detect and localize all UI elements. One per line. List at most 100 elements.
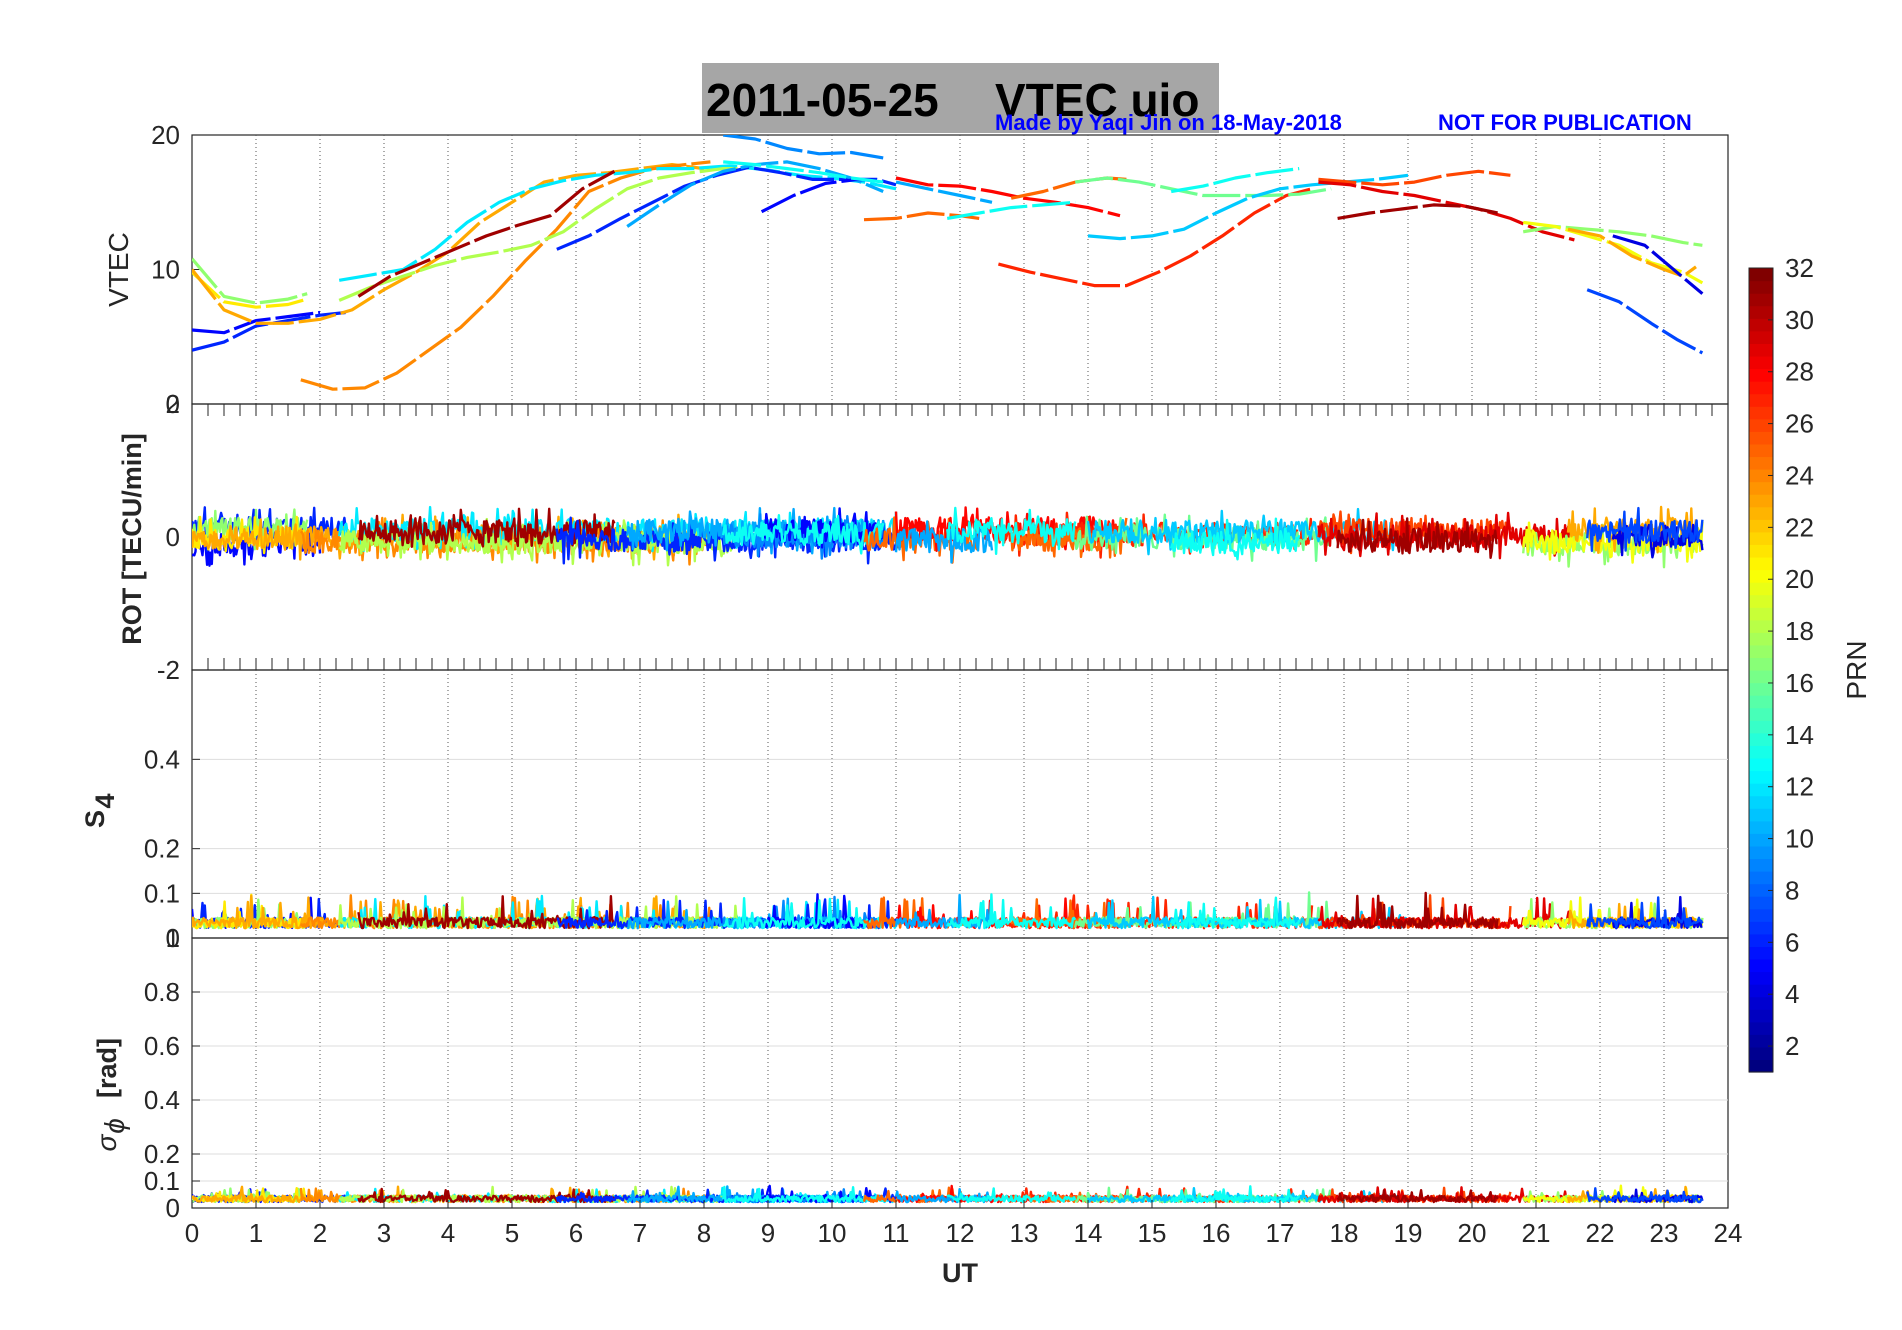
colorbar-step [1749, 619, 1773, 633]
colorbar-label: PRN [1841, 640, 1872, 699]
colorbar-step [1749, 1009, 1773, 1023]
y-tick-label: 0.8 [144, 977, 180, 1007]
colorbar-step [1749, 343, 1773, 357]
colorbar-step [1749, 469, 1773, 483]
y-axis-label-unit: [rad] [92, 1038, 122, 1098]
x-tick-label: 24 [1714, 1218, 1743, 1248]
vtec-series-prn-7 [1586, 288, 1704, 355]
x-tick-label: 0 [185, 1218, 199, 1248]
y-axis-label: S [80, 810, 110, 828]
vtec-series-prn-13 [1170, 167, 1300, 194]
vtec-series-prn-6 [192, 310, 346, 352]
y-tick-label: -2 [157, 655, 180, 685]
colorbar-step [1749, 556, 1773, 571]
s4-series-prn-13 [1170, 896, 1301, 930]
colorbar-step [1749, 984, 1773, 998]
vtec-series-prn-13 [946, 200, 1076, 220]
s4-series-prn-13 [722, 897, 885, 930]
colorbar-step [1749, 506, 1773, 520]
x-tick-label: 5 [505, 1218, 519, 1248]
colorbar-step [1749, 1059, 1773, 1073]
vtec-series-prn-31 [1337, 203, 1498, 220]
colorbar-step [1749, 268, 1773, 282]
vtec-series-prn-23 [1567, 227, 1697, 278]
vtec-series-prn-20 [1522, 220, 1704, 285]
colorbar-step [1749, 757, 1773, 772]
x-tick-label: 6 [569, 1218, 583, 1248]
colorbar-step [1749, 594, 1773, 608]
colorbar-step [1749, 381, 1773, 395]
colorbar-tick-label: 16 [1785, 668, 1814, 698]
colorbar-step [1749, 1034, 1773, 1048]
vtec-series-prn-11 [1087, 173, 1409, 241]
colorbar-step [1749, 431, 1773, 445]
title-main: VTEC uio [995, 74, 1199, 126]
colorbar-tick-label: 30 [1785, 305, 1814, 335]
colorbar-tick-label: 22 [1785, 512, 1814, 542]
y-tick-label: 0.2 [144, 834, 180, 864]
rot-series-prn-7 [1586, 506, 1704, 552]
y-tick-label: 0.4 [144, 1085, 180, 1115]
x-tick-label: 10 [818, 1218, 847, 1248]
colorbar-tick-label: 24 [1785, 460, 1814, 490]
colorbar-tick-label: 12 [1785, 772, 1814, 802]
colorbar-step [1749, 569, 1773, 583]
colorbar-step [1749, 293, 1773, 307]
colorbar-step [1749, 783, 1773, 797]
colorbar-step [1749, 582, 1773, 596]
colorbar-tick-label: 26 [1785, 409, 1814, 439]
colorbar-tick-label: 10 [1785, 824, 1814, 854]
colorbar-tick-label: 4 [1785, 979, 1799, 1009]
vtec-series-prn-31 [357, 169, 616, 298]
colorbar-step [1749, 632, 1773, 646]
colorbar-step [1749, 657, 1773, 671]
vtec-series-prn-26 [1318, 169, 1511, 187]
plot-area [192, 505, 1704, 569]
colorbar-frame [1748, 267, 1774, 1073]
sigma_phi-series-prn-31 [1336, 1189, 1499, 1204]
y-tick-label: 10 [151, 255, 180, 285]
vtec-series-prn-9 [723, 135, 884, 160]
x-tick-label: 20 [1458, 1218, 1487, 1248]
colorbar-step [1749, 330, 1773, 344]
vtec-series-prn-10 [895, 180, 993, 204]
colorbar-step [1749, 481, 1773, 495]
x-tick-label: 11 [883, 1218, 910, 1248]
vtec-series-prn-27 [998, 187, 1313, 288]
plot-area [192, 1184, 1704, 1204]
x-tick-label: 19 [1394, 1218, 1423, 1248]
colorbar-step [1749, 544, 1773, 558]
colorbar-step [1749, 871, 1773, 885]
s4-series-prn-31 [1336, 891, 1499, 930]
vtec-series-prn-28 [895, 176, 1121, 218]
colorbar-step [1749, 494, 1773, 508]
x-tick-label: 12 [946, 1218, 975, 1248]
sigma_phi-series-prn-13 [1170, 1185, 1301, 1204]
sigma_phi-series-prn-7 [1586, 1187, 1704, 1204]
title-box [702, 63, 1219, 133]
y-tick-label: 20 [151, 120, 180, 150]
y-tick-label: 0 [166, 1193, 180, 1223]
colorbar-step [1749, 368, 1773, 382]
colorbar-step [1749, 921, 1773, 935]
colorbar-tick-label: 8 [1785, 875, 1799, 905]
y-tick-label: 0 [166, 389, 180, 419]
colorbar-step [1749, 355, 1773, 370]
colorbar-step [1749, 418, 1773, 432]
vtec-series-prn-12 [338, 164, 897, 282]
x-tick-label: 8 [697, 1218, 711, 1248]
colorbar-step [1749, 406, 1773, 420]
colorbar-step [1749, 670, 1773, 684]
colorbar-step [1749, 1021, 1773, 1035]
y-axis-label-subscript: 4 [90, 793, 120, 808]
vtec-series-prn-18 [338, 167, 743, 302]
sigma_phi-series-prn-13 [946, 1187, 1077, 1204]
publication-warning: NOT FOR PUBLICATION [1438, 110, 1692, 135]
s4-series-prn-16 [1074, 891, 1333, 930]
colorbar-step [1749, 820, 1773, 834]
y-tick-label: 2 [166, 389, 180, 419]
colorbar-step [1749, 933, 1773, 947]
vtec-series-prn-24 [300, 160, 711, 391]
